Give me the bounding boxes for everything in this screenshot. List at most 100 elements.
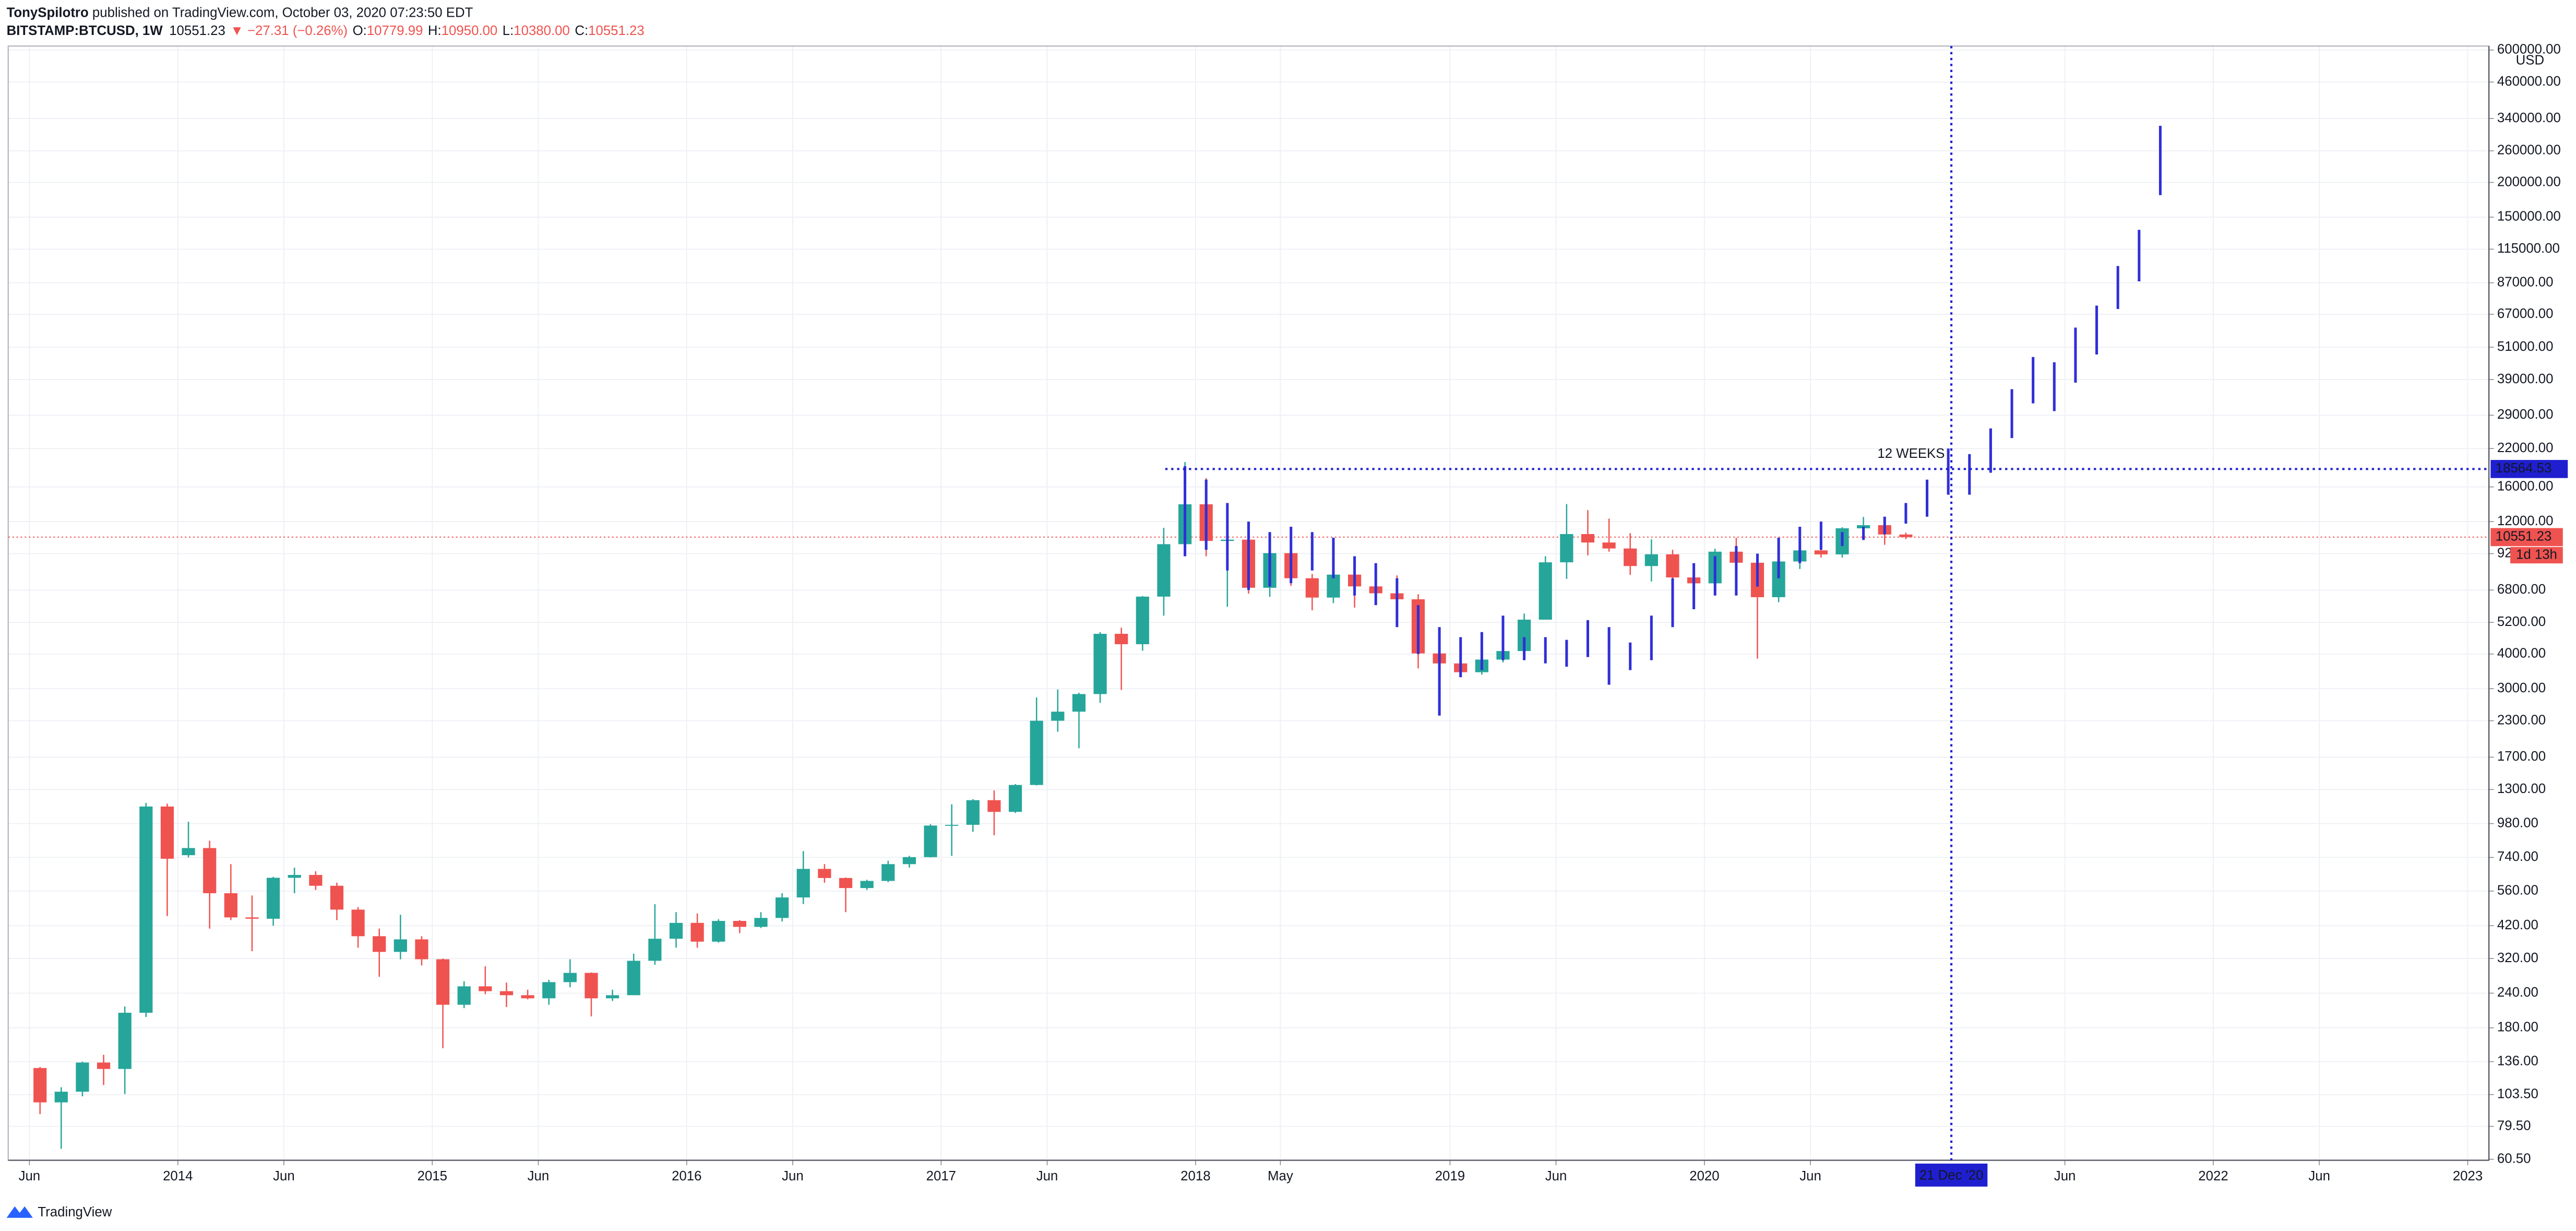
logo-icon	[6, 1206, 33, 1218]
candle-body	[118, 1012, 132, 1069]
y-tick-label: 103.50	[2497, 1086, 2538, 1101]
candle-body	[182, 848, 195, 856]
y-tick-label: 150000.00	[2497, 209, 2561, 224]
x-tick-label: 2023	[2453, 1169, 2483, 1183]
x-tick-label: Jun	[2308, 1169, 2330, 1183]
ohlc-key: L:	[503, 23, 514, 38]
grid	[8, 46, 2489, 1161]
ohlc-key: O:	[353, 23, 367, 38]
crosshair-label-box	[1915, 1163, 1988, 1187]
x-tick-label: Jun	[19, 1169, 41, 1183]
countdown-label: 1d 13h	[2516, 547, 2557, 562]
crosshair-label: 21 Dec '20	[1919, 1168, 1984, 1182]
candle-body	[33, 1068, 47, 1103]
candle-body	[436, 959, 450, 1005]
axis-unit: USD	[2516, 53, 2544, 67]
y-tick-label: 67000.00	[2497, 306, 2554, 321]
level-label-box	[2490, 460, 2568, 478]
brand: TradingView	[38, 1205, 112, 1220]
candle-body	[351, 909, 365, 937]
y-tick-label: 60.50	[2497, 1151, 2531, 1166]
candle-body	[839, 878, 853, 889]
candle-body	[139, 806, 153, 1013]
countdown-box	[2510, 547, 2563, 564]
candle-body	[415, 939, 428, 960]
candle-body	[457, 986, 471, 1005]
y-tick-label: 5200.00	[2497, 614, 2546, 629]
author: TonySpilotro	[7, 5, 89, 20]
candle-body	[648, 939, 662, 961]
y-tick-label: 460000.00	[2497, 74, 2561, 89]
y-tick-label: 320.00	[2497, 951, 2538, 965]
header-line: TonySpilotro published on TradingView.co…	[7, 5, 473, 20]
x-tick-label: 2014	[163, 1169, 193, 1183]
x-tick-label: 2022	[2198, 1169, 2228, 1183]
last: 10551.23	[169, 23, 225, 38]
candle-body	[224, 893, 237, 918]
x-tick-label: 2020	[1689, 1169, 1719, 1183]
ohlc-value: 10779.99	[367, 23, 423, 38]
last-price-box	[2490, 528, 2563, 547]
y-tick-label: 2300.00	[2497, 713, 2546, 727]
y-tick-label: 16000.00	[2497, 479, 2554, 494]
candle-body	[76, 1062, 89, 1092]
candle-body	[1072, 694, 1086, 712]
change: ▼ −27.31 (−0.26%)	[230, 23, 348, 38]
ohlc-value: 10380.00	[514, 23, 570, 38]
y-tick-label: 980.00	[2497, 815, 2538, 830]
candle-body	[563, 973, 577, 983]
y-tick-label: 200000.00	[2497, 174, 2561, 189]
candle-body	[330, 885, 344, 910]
candle-body	[373, 936, 386, 952]
candle-body	[54, 1092, 68, 1103]
y-tick-label: 39000.00	[2497, 372, 2554, 386]
x-tick-label: Jun	[1545, 1169, 1567, 1183]
y-tick-label: 12000.00	[2497, 514, 2554, 528]
candle-body	[902, 857, 916, 865]
y-tick-label: 1300.00	[2497, 782, 2546, 796]
y-tick-label: 560.00	[2497, 883, 2538, 898]
candle-body	[479, 986, 492, 991]
footer-logo: TradingView	[6, 1205, 112, 1220]
annotation: 12 WEEKS	[1877, 446, 1945, 461]
y-tick-label: 4000.00	[2497, 646, 2546, 661]
candle-body	[924, 825, 937, 857]
candle-body	[690, 922, 704, 942]
x-tick-label: Jun	[782, 1169, 804, 1183]
published: published on TradingView.com, October 03…	[92, 5, 473, 20]
candle-body	[860, 881, 874, 889]
candle-body	[288, 874, 301, 878]
y-tick-label: 180.00	[2497, 1020, 2538, 1035]
x-tick-label: 2017	[926, 1169, 956, 1183]
y-tick-label: 600000.00	[2497, 42, 2561, 57]
symbol: BITSTAMP:BTCUSD, 1W	[7, 23, 163, 38]
candle-body	[1602, 542, 1616, 549]
candle-body	[1093, 634, 1107, 694]
y-tick-label: 87000.00	[2497, 275, 2554, 290]
candle-body	[776, 897, 789, 918]
candle-body	[669, 922, 683, 939]
candle-body	[733, 921, 746, 927]
x-tick-label: May	[1268, 1169, 1293, 1183]
candle-body	[203, 848, 217, 893]
candle-body	[712, 921, 725, 942]
y-tick-label: 340000.00	[2497, 111, 2561, 125]
candle-body	[818, 869, 831, 878]
candle-body	[309, 874, 323, 886]
candle-body	[1560, 534, 1573, 563]
candle-body	[796, 869, 810, 898]
y-tick-label: 115000.00	[2497, 241, 2560, 256]
candle-body	[1539, 562, 1552, 620]
candle-body	[1051, 712, 1065, 721]
candle-body	[1305, 578, 1319, 598]
y-tick-label: 29000.00	[2497, 407, 2554, 422]
y-tick-label: 3000.00	[2497, 681, 2546, 695]
candle-body	[1157, 544, 1171, 597]
candle-body	[1327, 574, 1340, 598]
symbol-line: BITSTAMP:BTCUSD, 1W 10551.23 ▼ −27.31 (−0.…	[7, 23, 645, 38]
y-tick-label: 240.00	[2497, 985, 2538, 1000]
candle-body	[542, 982, 556, 999]
candle-body	[1030, 720, 1043, 785]
